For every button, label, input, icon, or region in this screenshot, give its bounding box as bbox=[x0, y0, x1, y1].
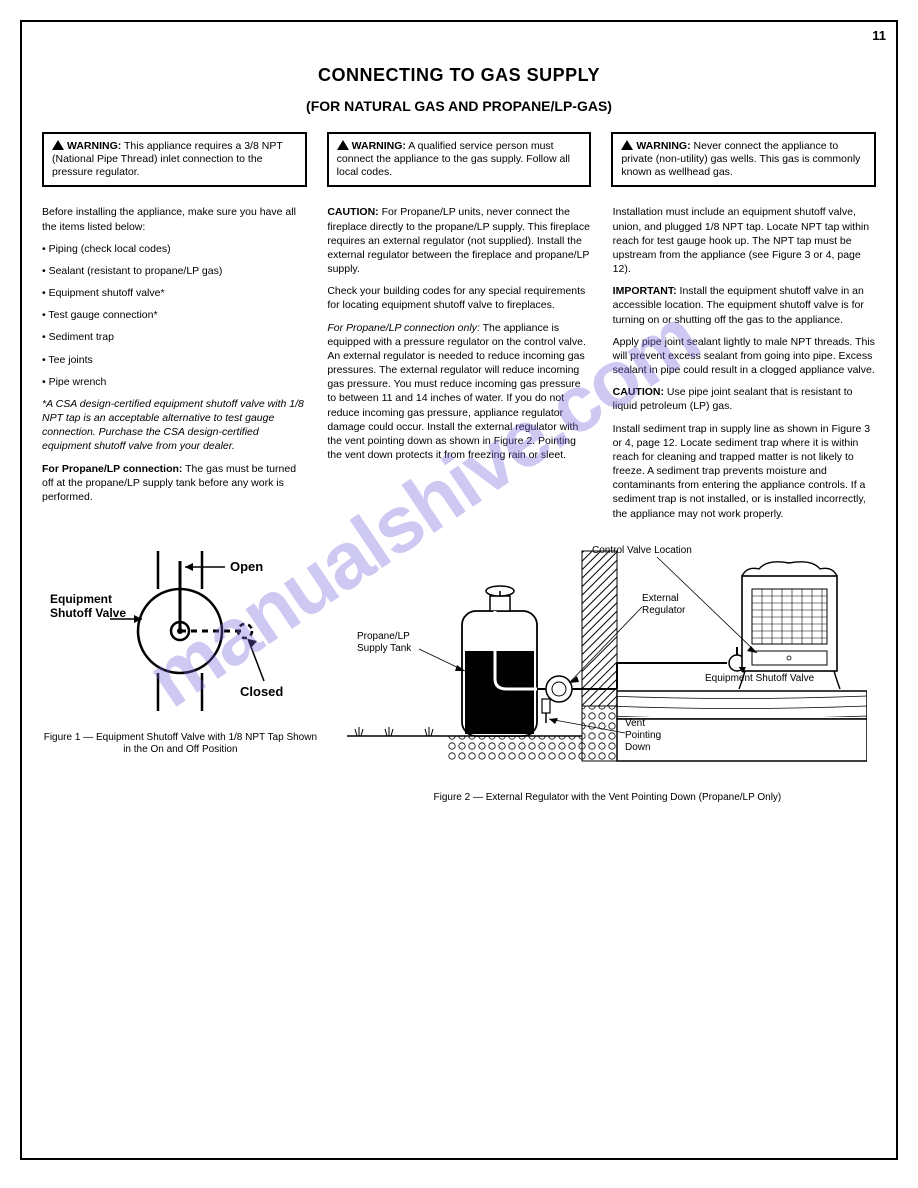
body-paragraph: • Sealant (resistant to propane/LP gas) bbox=[42, 264, 305, 278]
fig1-caption: Figure 1 — Equipment Shutoff Valve with … bbox=[42, 732, 319, 757]
page: 11 manualshive.com CONNECTING TO GAS SUP… bbox=[20, 20, 898, 1160]
body-columns: Before installing the appliance, make su… bbox=[42, 205, 876, 528]
fig1-svg: Open Closed Equipment Shutoff Valve bbox=[50, 541, 310, 721]
warning-title: WARNING: bbox=[352, 140, 406, 152]
body-paragraph: CAUTION: Use pipe joint sealant that is … bbox=[613, 385, 876, 413]
fig2-label-vent1: Vent bbox=[625, 718, 645, 729]
body-paragraph: Install sediment trap in supply line as … bbox=[613, 422, 876, 521]
right-column: Installation must include an equipment s… bbox=[613, 205, 876, 528]
warning-title: WARNING: bbox=[67, 140, 121, 152]
figure-row: Open Closed Equipment Shutoff Valve Figu… bbox=[42, 541, 876, 805]
warning-box-1: WARNING: This appliance requires a 3/8 N… bbox=[42, 132, 307, 187]
fig2-label-tank2: Supply Tank bbox=[357, 643, 412, 654]
warning-icon bbox=[337, 140, 349, 150]
body-paragraph: • Piping (check local codes) bbox=[42, 242, 305, 256]
left-column: Before installing the appliance, make su… bbox=[42, 205, 305, 528]
fig2-label-ext2: Regulator bbox=[642, 605, 686, 616]
warning-box-3: WARNING: Never connect the appliance to … bbox=[611, 132, 876, 187]
warning-icon bbox=[621, 140, 633, 150]
fig2-label-vent2: Pointing bbox=[625, 730, 661, 741]
fig2-label-vent3: Down bbox=[625, 742, 651, 753]
body-paragraph: CAUTION: For Propane/LP units, never con… bbox=[327, 205, 590, 276]
page-heading: CONNECTING TO GAS SUPPLY bbox=[42, 65, 876, 86]
fig2-caption: Figure 2 — External Regulator with the V… bbox=[339, 792, 876, 805]
warning-box-2: WARNING: A qualified service person must… bbox=[327, 132, 592, 187]
body-paragraph: • Test gauge connection* bbox=[42, 308, 305, 322]
body-paragraph: • Equipment shutoff valve* bbox=[42, 286, 305, 300]
warning-icon bbox=[52, 140, 64, 150]
body-paragraph: Before installing the appliance, make su… bbox=[42, 205, 305, 233]
middle-column: CAUTION: For Propane/LP units, never con… bbox=[327, 205, 590, 528]
body-paragraph: For Propane/LP connection: The gas must … bbox=[42, 462, 305, 505]
body-paragraph: Installation must include an equipment s… bbox=[613, 205, 876, 276]
fig2-tank bbox=[462, 586, 537, 736]
fig2-label-ext: External bbox=[642, 593, 679, 604]
body-paragraph: Apply pipe joint sealant lightly to male… bbox=[613, 335, 876, 378]
page-number: 11 bbox=[872, 28, 886, 43]
fig1-label-equip: Equipment bbox=[50, 592, 112, 606]
fig2-regulator bbox=[542, 676, 572, 723]
body-paragraph: Check your building codes for any specia… bbox=[327, 284, 590, 312]
fig1-label-open: Open bbox=[230, 559, 263, 574]
body-paragraph: • Tee joints bbox=[42, 353, 305, 367]
body-paragraph: IMPORTANT: Install the equipment shutoff… bbox=[613, 284, 876, 327]
fig2-label-tank: Propane/LP bbox=[357, 631, 410, 642]
body-paragraph: • Pipe wrench bbox=[42, 375, 305, 389]
body-paragraph: • Sediment trap bbox=[42, 330, 305, 344]
figure-2: Control Valve Location External Regulato… bbox=[339, 541, 876, 805]
figure-1: Open Closed Equipment Shutoff Valve Figu… bbox=[42, 541, 319, 757]
body-paragraph: *A CSA design-certified equipment shutof… bbox=[42, 397, 305, 454]
fig2-svg: Control Valve Location External Regulato… bbox=[347, 541, 867, 781]
fig1-label-shutoff: Shutoff Valve bbox=[50, 606, 126, 620]
fig2-appliance bbox=[739, 562, 840, 689]
warning-row: WARNING: This appliance requires a 3/8 N… bbox=[42, 132, 876, 187]
fig2-label-control: Control Valve Location bbox=[592, 545, 692, 556]
warning-title: WARNING: bbox=[636, 140, 690, 152]
body-paragraph: For Propane/LP connection only: The appl… bbox=[327, 321, 590, 463]
fig1-label-closed: Closed bbox=[240, 684, 283, 699]
fig2-label-equip: Equipment Shutoff Valve bbox=[705, 673, 815, 684]
page-subheading: (FOR NATURAL GAS AND PROPANE/LP-GAS) bbox=[42, 98, 876, 114]
